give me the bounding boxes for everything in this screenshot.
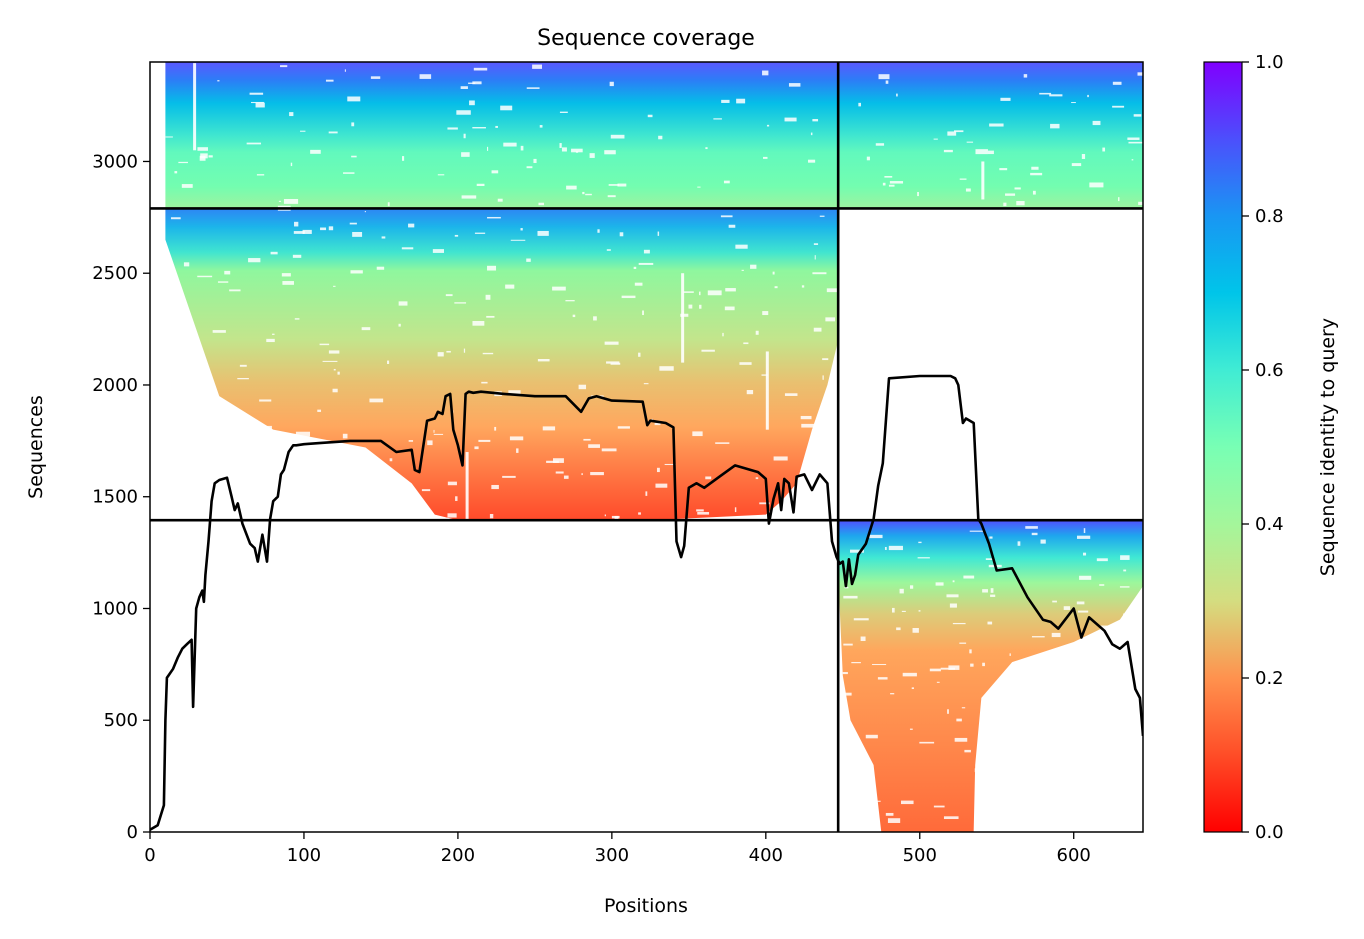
y-tick-label: 2500 [92,263,138,284]
colorbar-label: Sequence identity to query [1317,318,1339,576]
block-upper [165,62,1143,209]
colorbar [1203,61,1243,833]
x-axis-ticks: 0 100 200 300 400 500 600 [144,832,1091,866]
block-dividers [150,62,1143,832]
colorbar-tick-label: 0.4 [1255,514,1284,535]
colorbar-tick-label: 0.0 [1255,822,1284,843]
colorbar-tick-label: 0.6 [1255,360,1284,381]
colorbar-tick-label: 0.2 [1255,668,1284,689]
y-tick-label: 0 [127,822,138,843]
coverage-line [150,374,1143,831]
x-tick-label: 500 [903,845,937,866]
y-tick-label: 1500 [92,487,138,508]
x-tick-label: 200 [441,845,475,866]
plot-area [150,62,1143,832]
y-tick-label: 1000 [92,598,138,619]
plot-frame [149,61,1144,833]
y-axis-label: Sequences [25,395,47,499]
y-axis-ticks: 0 500 1000 1500 2000 2500 3000 [92,151,150,843]
colorbar-ticks: 0.0 0.2 0.4 0.6 0.8 1.0 [1242,52,1284,843]
x-axis-label: Positions [604,895,688,917]
x-tick-label: 600 [1057,845,1091,866]
chart-title: Sequence coverage [537,26,755,51]
y-tick-label: 3000 [92,151,138,172]
white-gaps [165,63,1143,827]
x-tick-label: 0 [144,845,155,866]
block-lower-right [838,520,1143,832]
y-tick-label: 2000 [92,375,138,396]
colorbar-tick-label: 1.0 [1255,52,1284,73]
colorbar-tick-label: 0.8 [1255,206,1284,227]
x-tick-label: 300 [595,845,629,866]
x-tick-label: 400 [749,845,783,866]
y-tick-label: 500 [104,710,138,731]
x-tick-label: 100 [287,845,321,866]
